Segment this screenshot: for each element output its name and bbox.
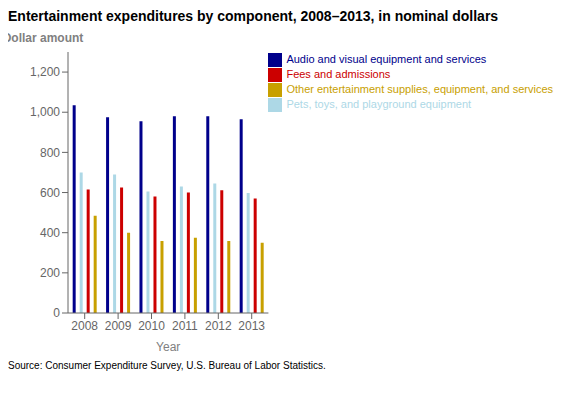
svg-text:2010: 2010 [138,319,165,333]
svg-text:2013: 2013 [238,319,265,333]
html-text:Pets, toys, and playground equ: Pets, toys, and playground equipment [286,98,472,111]
html-text:Other entertainment supplies,: Other entertainment supplies, equipment,… [286,83,553,96]
svg-text:Year: Year [156,340,180,354]
svg-text:0: 0 [53,306,60,320]
html-text:Fees and admissions: Fees and admissions [286,68,391,81]
svg-text:200: 200 [40,266,60,280]
svg-text:Dollar amount: Dollar amount [8,31,83,45]
svg-text:800: 800 [40,146,60,160]
svg-text:2011: 2011 [172,319,198,333]
html-text:Audio and visual equipment and: Audio and visual equipment and services [286,53,487,65]
html-text:Entertainment expenditures by: Entertainment expenditures by component,… [8,8,499,24]
svg-text:2009: 2009 [105,319,132,333]
svg-text:400: 400 [40,226,60,240]
svg-text:1,200: 1,200 [30,65,60,79]
svg-text:1,000: 1,000 [30,105,60,119]
svg-text:600: 600 [40,186,60,200]
svg-text:2012: 2012 [205,319,232,333]
html-text:Source: Consumer Expenditure S: Source: Consumer Expenditure Survey, U.S… [8,360,326,371]
svg-text:2008: 2008 [71,319,98,333]
